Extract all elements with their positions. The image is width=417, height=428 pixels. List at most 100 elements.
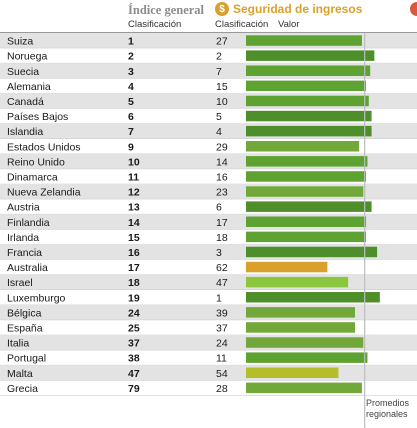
general-rank: 7 [128,126,134,138]
country-name: Malta [7,368,33,380]
security-rank: 15 [216,81,228,93]
seguridad-header: $ Seguridad de ingresos [215,2,362,16]
value-bar [246,50,375,61]
clasificacion2-subheader: Clasificación [215,19,269,30]
value-bar [246,110,372,122]
general-rank: 3 [128,66,134,78]
value-bar [246,216,367,227]
general-rank: 4 [128,81,134,93]
country-name: Finlandia [7,217,50,229]
general-rank: 25 [128,322,140,334]
dollar-coin-icon: $ [215,2,229,16]
security-rank: 47 [216,277,228,289]
general-rank: 14 [128,217,140,229]
value-bar [246,261,328,273]
regional-average-note: Promedios regionales [366,398,409,420]
value-bar [246,307,356,318]
country-name: Estados Unidos [7,141,81,153]
general-rank: 79 [128,383,140,395]
next-section-coin-icon [410,2,417,16]
value-bar [246,125,372,137]
country-name: Portugal [7,353,46,365]
value-bar [246,201,372,212]
security-rank: 16 [216,171,228,183]
country-name: Suecia [7,66,39,78]
clasificacion-subheader: Clasificación [128,19,182,30]
security-rank: 28 [216,383,228,395]
country-name: Italia [7,338,29,350]
value-bar [246,156,368,167]
country-name: Islandia [7,126,43,138]
security-rank: 37 [216,322,228,334]
general-rank: 17 [128,262,140,274]
general-rank: 2 [128,51,134,63]
value-bar [246,246,378,258]
security-rank: 7 [216,66,222,78]
value-bar [246,171,367,182]
country-name: Irlanda [7,232,39,244]
country-name: Australia [7,262,48,274]
country-name: Países Bajos [7,111,68,123]
security-rank: 62 [216,262,228,274]
value-bar [246,382,362,394]
country-name: Bélgica [7,307,42,319]
security-rank: 39 [216,307,228,319]
value-bar [246,80,367,92]
country-name: Alemania [7,81,51,93]
value-bar [246,337,364,348]
country-name: Francia [7,247,42,259]
general-rank: 1 [128,36,134,48]
general-rank: 38 [128,353,140,365]
security-rank: 29 [216,141,228,153]
general-rank: 10 [128,156,140,168]
value-bar [246,141,360,152]
value-bar [246,322,356,333]
value-bar [246,186,364,197]
general-rank: 12 [128,187,140,199]
row-stripe [0,274,417,290]
country-name: Grecia [7,383,38,395]
seguridad-header-label: Seguridad de ingresos [233,2,363,16]
security-rank: 18 [216,232,228,244]
value-bar [246,231,367,243]
country-name: Austria [7,202,40,214]
security-rank: 3 [216,247,222,259]
general-rank: 5 [128,96,134,108]
country-name: Reino Unido [7,156,65,168]
general-rank: 15 [128,232,140,244]
security-rank: 17 [216,217,228,229]
security-rank: 4 [216,126,222,138]
value-bar [246,95,369,107]
country-name: Canadá [7,96,44,108]
security-rank: 14 [216,156,228,168]
security-rank: 23 [216,187,228,199]
value-bar [246,292,380,303]
general-rank: 9 [128,141,134,153]
security-rank: 2 [216,51,222,63]
general-rank: 18 [128,277,140,289]
security-rank: 6 [216,202,222,214]
row-stripe [0,365,417,381]
country-name: Suiza [7,36,33,48]
country-name: Dinamarca [7,171,58,183]
valor-subheader: Valor [278,19,300,30]
general-rank: 13 [128,202,140,214]
indice-general-header: Índice general [128,3,205,17]
security-rank: 5 [216,111,222,123]
general-rank: 47 [128,368,140,380]
security-rank: 54 [216,368,228,380]
general-rank: 37 [128,338,140,350]
value-bar [246,35,362,46]
value-bar [246,367,339,378]
general-rank: 16 [128,247,140,259]
general-rank: 6 [128,111,134,123]
security-rank: 1 [216,292,222,304]
security-rank: 24 [216,338,228,350]
regionales-label: regionales [366,409,408,419]
value-bar [246,65,371,76]
general-rank: 11 [128,171,139,183]
general-rank: 24 [128,307,140,319]
country-name: Luxemburgo [7,292,66,304]
country-name: Nueva Zelandia [7,187,81,199]
